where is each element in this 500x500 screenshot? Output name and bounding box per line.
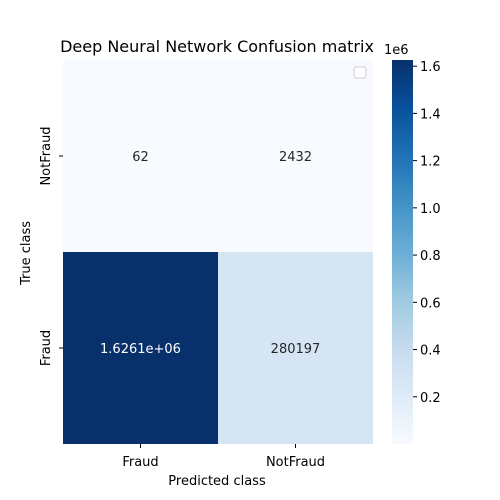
colorbar [392,60,413,444]
y-tick-label-1: Fraud [39,330,54,366]
heatmap-cell-0-1 [218,60,373,252]
cell-annotation-0-0: 62 [132,150,149,165]
heatmap-cell-1-0 [63,252,218,444]
legend-box [353,66,367,79]
heatmap-cells [63,60,373,444]
colorbar-tick-label-7: 1.6 [420,60,441,75]
y-axis-ticks: NotFraud Fraud [39,126,63,366]
colorbar-tick-label-3: 0.8 [420,249,441,264]
colorbar-exponent: 1e6 [384,43,409,58]
heatmap-cell-0-0 [63,60,218,252]
cell-annotation-1-0: 1.6261e+06 [100,342,181,357]
colorbar-tick-label-0: 0.2 [420,391,441,406]
colorbar-ticks: 0.2 0.4 0.6 0.8 1.0 1.2 1.4 1.6 [413,60,441,406]
cell-annotation-1-1: 280197 [271,342,321,357]
cell-annotation-0-1: 2432 [279,150,312,165]
chart-title: Deep Neural Network Confusion matrix [60,37,374,56]
colorbar-tick-label-2: 0.6 [420,296,441,311]
colorbar-tick-label-5: 1.2 [420,155,441,170]
y-axis-label: True class [19,221,34,286]
heatmap-annotations: 62 2432 1.6261e+06 280197 [100,150,320,357]
x-tick-label-1: NotFraud [266,455,325,470]
x-tick-label-0: Fraud [122,455,158,470]
x-axis-ticks: Fraud NotFraud [122,444,325,470]
y-tick-label-0: NotFraud [39,126,54,185]
heatmap-cell-1-1 [218,252,373,444]
colorbar-tick-label-4: 1.0 [420,202,441,217]
colorbar-tick-label-6: 1.4 [420,107,441,122]
x-axis-label: Predicted class [168,474,266,489]
colorbar-tick-label-1: 0.4 [420,344,441,359]
